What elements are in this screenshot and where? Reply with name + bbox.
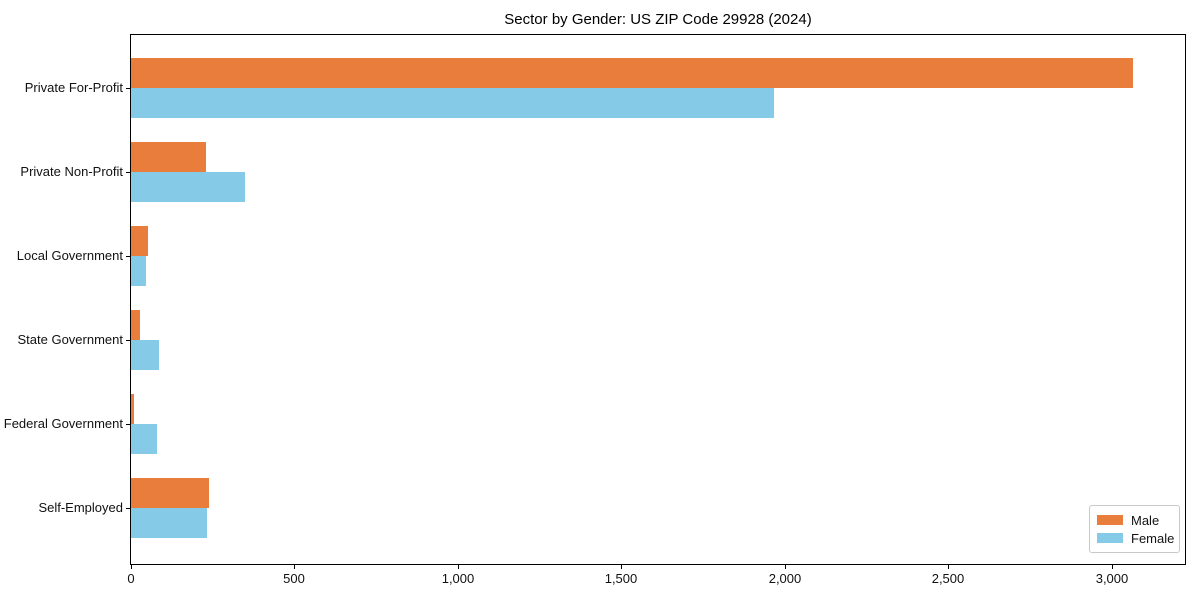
x-axis-tick-label: 500 bbox=[283, 571, 305, 586]
x-axis-tick-label: 1,500 bbox=[604, 571, 638, 586]
bar-male-state-government bbox=[131, 310, 140, 340]
y-axis-label-state-government: State Government bbox=[17, 332, 124, 347]
x-axis-tick-label: 0 bbox=[127, 571, 135, 586]
x-axis-tick-label: 2,000 bbox=[768, 571, 802, 586]
x-axis-tick bbox=[948, 565, 949, 569]
bar-female-self-employed bbox=[131, 508, 207, 538]
y-axis-tick bbox=[126, 172, 130, 173]
y-axis-label-private-non-profit: Private Non-Profit bbox=[20, 164, 123, 179]
legend-swatch-female bbox=[1097, 533, 1123, 543]
bar-female-state-government bbox=[131, 340, 159, 370]
x-axis-tick bbox=[294, 565, 295, 569]
y-axis-tick bbox=[126, 508, 130, 509]
x-axis-tick bbox=[458, 565, 459, 569]
bar-female-local-government bbox=[131, 256, 146, 286]
bar-female-federal-government bbox=[131, 424, 157, 454]
bar-male-federal-government bbox=[131, 394, 134, 424]
y-axis-tick bbox=[126, 340, 130, 341]
y-axis-label-local-government: Local Government bbox=[16, 248, 123, 263]
x-axis-tick bbox=[621, 565, 622, 569]
x-axis-tick-label: 3,000 bbox=[1095, 571, 1129, 586]
bar-male-private-non-profit bbox=[131, 142, 206, 172]
y-axis-label-self-employed: Self-Employed bbox=[38, 500, 123, 515]
plot-area bbox=[130, 34, 1186, 565]
x-axis-tick bbox=[131, 565, 132, 569]
legend-label-female: Female bbox=[1131, 530, 1175, 546]
x-axis-tick bbox=[1112, 565, 1113, 569]
legend-item-female: Female bbox=[1097, 530, 1175, 547]
legend-swatch-male bbox=[1097, 515, 1123, 525]
x-axis-tick-label: 2,500 bbox=[931, 571, 965, 586]
x-axis-tick-label: 1,000 bbox=[441, 571, 475, 586]
y-axis-tick bbox=[126, 88, 130, 89]
bar-male-local-government bbox=[131, 226, 148, 256]
legend-item-male: Male bbox=[1097, 512, 1172, 529]
bar-male-private-for-profit bbox=[131, 58, 1133, 88]
legend-label-male: Male bbox=[1131, 512, 1160, 528]
y-axis-tick bbox=[126, 424, 130, 425]
bar-male-self-employed bbox=[131, 478, 209, 508]
legend: Male Female bbox=[1089, 505, 1180, 553]
x-axis-tick bbox=[785, 565, 786, 569]
bar-female-private-for-profit bbox=[131, 88, 774, 118]
y-axis-label-federal-government: Federal Government bbox=[3, 416, 123, 431]
chart-title: Sector by Gender: US ZIP Code 29928 (202… bbox=[504, 11, 812, 28]
bar-female-private-non-profit bbox=[131, 172, 245, 202]
y-axis-tick bbox=[126, 256, 130, 257]
y-axis-label-private-for-profit: Private For-Profit bbox=[24, 80, 123, 95]
